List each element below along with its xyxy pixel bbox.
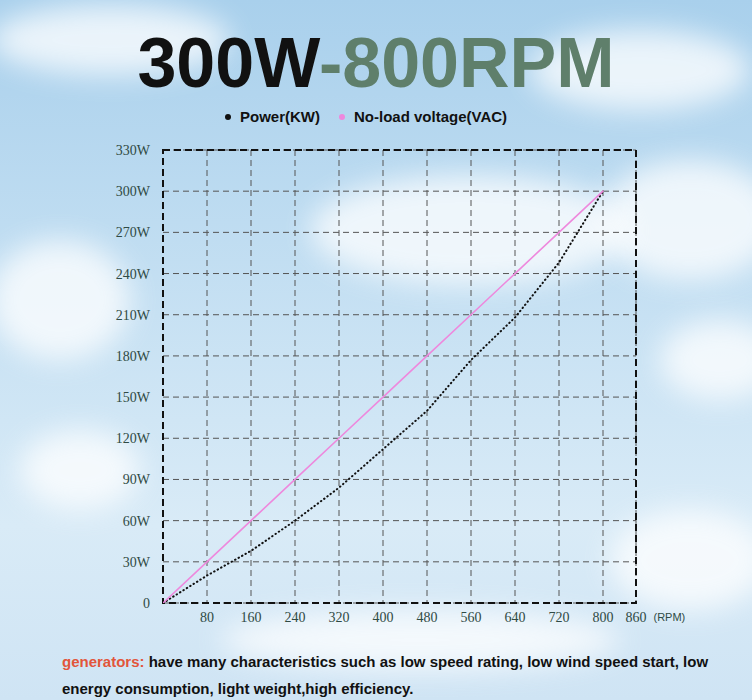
y-tick-label: 180W	[116, 349, 151, 364]
grid-line	[603, 150, 604, 603]
x-tick-label: 320	[329, 610, 350, 625]
title: 300W-800RPM	[137, 24, 614, 102]
legend-label: No-load voltage(VAC)	[354, 108, 507, 125]
y-tick-label: 210W	[116, 308, 151, 323]
grid-line	[163, 191, 636, 192]
x-tick-label: 640	[505, 610, 526, 625]
y-tick-label: 120W	[116, 431, 151, 446]
x-tick-label: 560	[461, 610, 482, 625]
grid-line	[515, 150, 516, 603]
plot-frame	[163, 150, 636, 603]
x-tick-label: 800	[593, 610, 614, 625]
grid-line	[163, 479, 636, 480]
grid-line	[251, 150, 252, 603]
grid-line	[163, 314, 636, 315]
x-axis-label: (RPM)	[654, 611, 686, 623]
grid-line	[295, 150, 296, 603]
title-part: -800RPM	[319, 24, 615, 102]
y-tick-label: 30W	[123, 555, 151, 570]
grid-line	[163, 438, 636, 439]
plot-lines	[163, 191, 603, 603]
x-tick-label: 240	[285, 610, 306, 625]
cloud	[0, 240, 130, 360]
y-tick-label: 300W	[116, 184, 151, 199]
grid-line	[559, 150, 560, 603]
grid-line	[163, 355, 636, 356]
legend-label: Power(KW)	[240, 108, 320, 125]
grid-line	[163, 397, 636, 398]
chart: 300W-800RPMPower(KW)No-load voltage(VAC)…	[0, 0, 752, 700]
grid-line	[163, 232, 636, 233]
grid-line	[207, 150, 208, 603]
title-part: 300W	[137, 24, 320, 102]
series-line	[163, 191, 603, 603]
footer: generators: have many characteristics su…	[62, 648, 732, 700]
grid-line	[163, 561, 636, 562]
y-tick-label: 90W	[123, 472, 151, 487]
grid-line	[427, 150, 428, 603]
grid-line	[383, 150, 384, 603]
grid-line	[163, 520, 636, 521]
x-tick-label: 160	[241, 610, 262, 625]
series-line	[163, 191, 603, 603]
legend-marker	[225, 114, 231, 120]
y-tick-label: 60W	[123, 514, 151, 529]
grid-line	[163, 273, 636, 274]
x-tick-label: 400	[373, 610, 394, 625]
x-tick-label: 480	[417, 610, 438, 625]
y-tick-label: 330W	[116, 143, 151, 158]
cloud	[660, 320, 752, 400]
footer-text: have many characteristics such as low sp…	[62, 653, 708, 697]
x-tick-label: 720	[549, 610, 570, 625]
y-tick-label: 240W	[116, 267, 151, 282]
y-tick-label: 150W	[116, 390, 151, 405]
grid-line	[339, 150, 340, 603]
x-tick-label: 860	[626, 610, 647, 625]
y-tick-label: 0	[143, 596, 150, 611]
legend-marker	[339, 114, 345, 120]
cloud	[610, 510, 752, 610]
footer-label: generators:	[62, 653, 145, 670]
grid-line	[471, 150, 472, 603]
y-tick-label: 270W	[116, 225, 151, 240]
legend: Power(KW) No-load voltage(VAC)	[225, 108, 507, 125]
x-tick-label: 80	[200, 610, 214, 625]
